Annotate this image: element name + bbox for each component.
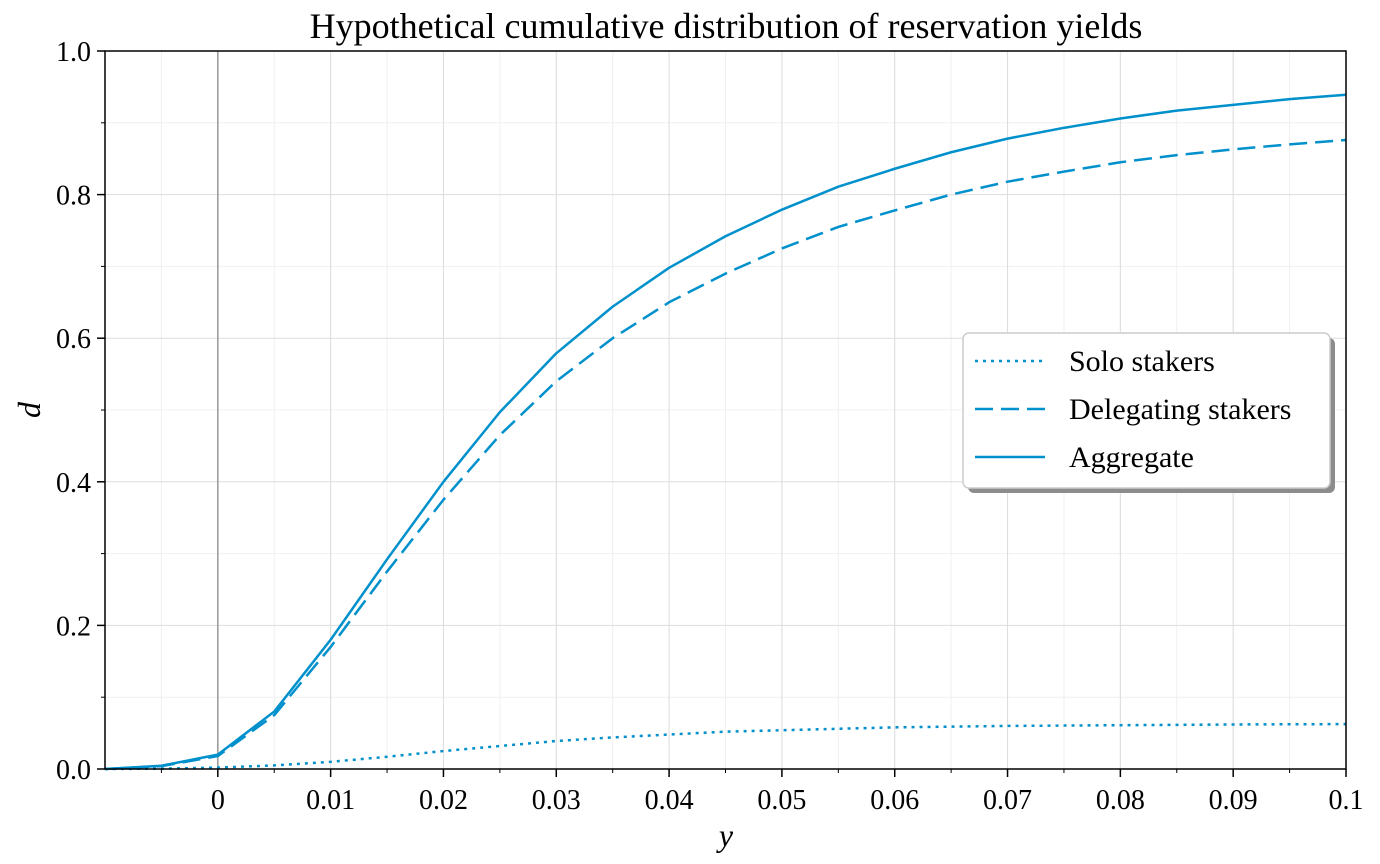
series-line-1 (104, 138, 1347, 771)
chart-title: Hypothetical cumulative distribution of … (310, 6, 1143, 46)
legend-label-0: Solo stakers (1069, 345, 1215, 378)
legend: Solo stakers Delegating stakers Aggregate (962, 332, 1335, 493)
x-tick-label: 0 (211, 785, 225, 816)
x-tick-label: 0.08 (1096, 785, 1145, 816)
y-axis-label: d (11, 401, 47, 418)
x-tick-label: 0.1 (1329, 785, 1364, 816)
series-layer (104, 93, 1347, 771)
legend-box (962, 332, 1331, 489)
grid-layer (105, 50, 1347, 770)
y-tick-label: 0.4 (56, 468, 91, 499)
x-tick-label: 0.01 (306, 785, 355, 816)
y-tick-label: 0.0 (56, 755, 91, 786)
x-tick-label: 0.05 (757, 785, 806, 816)
y-tick-label: 1.0 (56, 37, 91, 68)
x-axis-label: y (716, 817, 734, 853)
legend-label-2: Aggregate (1069, 441, 1194, 474)
y-tick-label: 0.6 (56, 324, 91, 355)
y-tick-label: 0.8 (56, 181, 91, 212)
tick-layer: 0 0.01 0.02 0.03 0.04 0.05 0.06 0.07 0.08 0.09 0.1… (56, 37, 1364, 816)
x-tick-label: 0.07 (983, 785, 1032, 816)
x-tick-label: 0.06 (870, 785, 919, 816)
x-tick-label: 0.03 (532, 785, 581, 816)
y-tick-label: 0.2 (56, 611, 91, 642)
x-tick-label: 0.02 (419, 785, 468, 816)
x-tick-label: 0.09 (1209, 785, 1258, 816)
legend-label-1: Delegating stakers (1069, 393, 1291, 426)
x-tick-label: 0.04 (645, 785, 694, 816)
series-line-2 (104, 93, 1347, 771)
